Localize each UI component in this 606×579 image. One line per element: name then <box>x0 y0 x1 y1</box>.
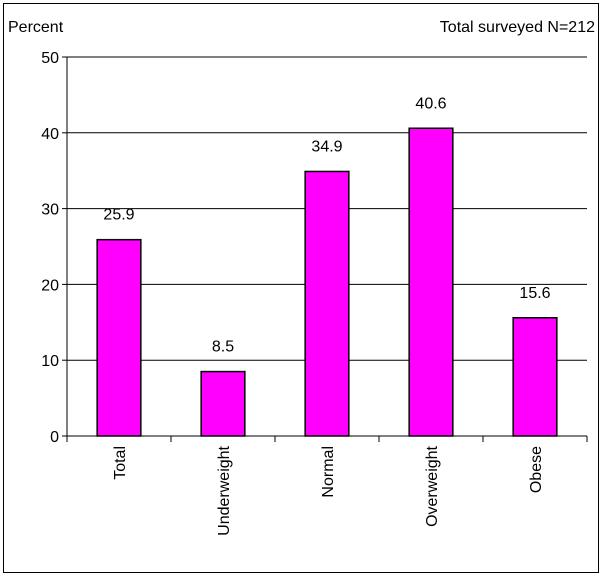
x-tick-label: Underweight <box>216 445 233 535</box>
y-axis-label: Percent <box>8 19 64 36</box>
bar-obese <box>512 317 558 437</box>
chart-frame: Percent Total surveyed N=212 0 10 20 30 40 50… <box>3 3 599 573</box>
y-tick-label: 50 <box>41 50 59 67</box>
survey-size-annotation: Total surveyed N=212 <box>440 19 595 36</box>
data-label: 15.6 <box>519 285 550 302</box>
y-tick-label: 0 <box>50 429 59 446</box>
x-tick-label: Total <box>112 446 129 480</box>
data-label: 25.9 <box>103 207 134 224</box>
y-tick-label: 40 <box>41 126 59 143</box>
axes <box>66 57 588 442</box>
bar-underweight <box>200 370 246 437</box>
x-tick-label: Normal <box>320 446 337 498</box>
y-tick-label: 30 <box>41 202 59 219</box>
bar-normal <box>304 170 350 437</box>
y-axis-ticks: 0 10 20 30 40 50 <box>41 50 67 446</box>
y-tick-label: 10 <box>41 353 59 370</box>
x-tick-label: Overweight <box>424 445 441 526</box>
x-axis-tick-labels: Total Underweight Normal Overweight Obese <box>112 445 545 535</box>
data-label: 8.5 <box>212 339 234 356</box>
bar-overweight <box>408 127 454 437</box>
bars: 25.9 8.5 34.9 40.6 15.6 <box>96 95 558 437</box>
bar-total <box>96 238 142 437</box>
data-label: 40.6 <box>415 95 446 112</box>
bar-chart: Percent Total surveyed N=212 0 10 20 30 40 50… <box>8 19 595 536</box>
data-label: 34.9 <box>311 138 342 155</box>
x-tick-label: Obese <box>528 446 545 493</box>
y-tick-label: 20 <box>41 277 59 294</box>
